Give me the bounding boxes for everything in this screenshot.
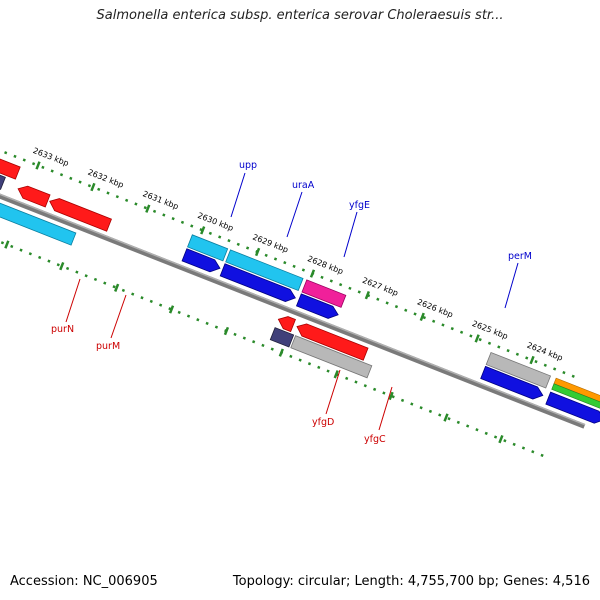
gene-blue-arrow-yfgE[interactable]	[295, 293, 340, 321]
callout-line-yfgE	[343, 211, 358, 258]
gene-label-yfgD[interactable]: yfgD	[312, 417, 334, 428]
genome-backbone	[0, 160, 586, 429]
callout-line-perM	[504, 262, 519, 309]
forward-inner-genes	[0, 147, 600, 426]
gene-callouts: upp uraA yfgE perM purN purM yfgD yfgC	[51, 160, 532, 445]
gene-label-purM[interactable]: purM	[96, 341, 120, 352]
callout-line-purM	[110, 294, 127, 339]
gene-label-yfgC[interactable]: yfgC	[364, 434, 386, 445]
callout-line-purN	[65, 278, 81, 323]
gene-purM-block[interactable]	[0, 199, 77, 246]
gene-green-block[interactable]	[551, 383, 600, 412]
map-title: Salmonella enterica subsp. enterica sero…	[96, 8, 504, 23]
gene-navy-block[interactable]	[0, 147, 6, 190]
gene-red-arrow-left[interactable]	[47, 196, 112, 232]
gene-blue-arrow-upp[interactable]	[181, 248, 222, 275]
gene-yfgE-block[interactable]	[301, 279, 347, 308]
inner-major-ticks	[4, 240, 504, 444]
callout-line-uraA	[286, 191, 303, 238]
callout-line-upp	[230, 172, 246, 218]
callout-line-yfgD	[325, 369, 341, 415]
genome-summary-text: Topology: circular; Length: 4,755,700 bp…	[232, 574, 590, 589]
gene-label-perM[interactable]: perM	[508, 251, 532, 262]
gene-purN-block[interactable]	[0, 133, 21, 180]
gene-upp-block[interactable]	[187, 234, 229, 262]
outer-tick-row	[0, 129, 582, 381]
outer-major-ticks	[35, 161, 535, 365]
scale-labels: 2633 kbp 2632 kbp 2631 kbp 2630 kbp 2629…	[32, 146, 564, 363]
backbone-highlight	[0, 160, 586, 426]
gene-yfgD-arrow[interactable]	[276, 314, 296, 333]
gene-purM-arrow-left[interactable]	[16, 183, 51, 208]
gene-blue-arrow-uraA[interactable]	[219, 263, 297, 305]
forward-outer-genes	[0, 133, 600, 412]
gene-red-arrow-reverse[interactable]	[294, 321, 369, 361]
accession-text: Accession: NC_006905	[10, 574, 158, 589]
gene-yfgD-block[interactable]	[269, 327, 295, 348]
inner-tick-row	[0, 208, 551, 460]
gene-blue-arrow-far[interactable]	[545, 391, 600, 426]
gene-label-yfgE[interactable]: yfgE	[349, 200, 370, 211]
gene-label-purN[interactable]: purN	[51, 324, 74, 335]
gene-uraA-block[interactable]	[225, 249, 304, 292]
gene-blue-arrow-perM[interactable]	[480, 365, 545, 402]
reverse-genes	[0, 199, 373, 379]
gene-perM-block[interactable]	[485, 351, 552, 389]
gene-label-upp[interactable]: upp	[239, 160, 257, 171]
gene-label-uraA[interactable]: uraA	[292, 180, 315, 191]
callout-line-yfgC	[378, 386, 393, 431]
gene-yfgC-block[interactable]	[290, 335, 373, 379]
